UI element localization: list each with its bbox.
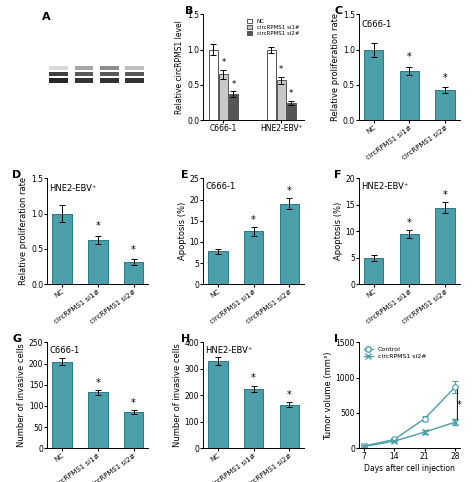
Bar	[400, 234, 419, 284]
Text: *: *	[287, 390, 292, 401]
Text: *: *	[443, 73, 448, 83]
Y-axis label: Number of invasive cells: Number of invasive cells	[17, 343, 26, 447]
Text: circRPMS1: circRPMS1	[78, 50, 118, 59]
Text: *: *	[221, 58, 226, 67]
Text: HNE2-EBV⁺: HNE2-EBV⁺	[49, 184, 97, 193]
Bar	[244, 389, 264, 448]
Bar	[209, 50, 218, 121]
Bar	[49, 79, 68, 83]
Bar	[125, 72, 144, 76]
Bar	[280, 204, 299, 284]
Text: *: *	[279, 65, 283, 74]
Text: D: D	[12, 170, 21, 180]
Bar	[219, 74, 228, 120]
Bar	[74, 66, 93, 70]
Text: *: *	[407, 53, 412, 63]
Text: *: *	[95, 221, 100, 231]
Bar	[364, 258, 383, 284]
Bar	[436, 90, 455, 120]
Bar	[124, 262, 144, 284]
Bar	[277, 80, 286, 120]
Text: *: *	[131, 399, 136, 408]
Text: HNE2-EBV⁺: HNE2-EBV⁺	[361, 182, 409, 191]
Bar	[125, 79, 144, 83]
Y-axis label: Relative proliferation rate: Relative proliferation rate	[331, 13, 340, 121]
Bar	[124, 412, 144, 448]
X-axis label: Days after cell injection: Days after cell injection	[364, 464, 455, 473]
Legend: NC, circRPMS1 si1#, circRPMS1 si2#: NC, circRPMS1 si1#, circRPMS1 si2#	[245, 17, 301, 38]
Text: HNE2-EBV⁺: HNE2-EBV⁺	[133, 80, 138, 110]
Text: NP69: NP69	[57, 96, 63, 110]
Bar	[100, 72, 118, 76]
Text: H: H	[181, 334, 191, 344]
Text: C666-1: C666-1	[49, 346, 80, 355]
Bar	[267, 50, 276, 121]
Bar	[287, 103, 296, 120]
Bar	[436, 208, 455, 284]
Bar	[74, 72, 93, 76]
Y-axis label: Apoptosis (%): Apoptosis (%)	[334, 202, 343, 260]
Text: *: *	[289, 89, 293, 98]
Text: I: I	[334, 334, 338, 344]
Text: B: B	[185, 6, 193, 16]
Text: G: G	[12, 334, 21, 344]
Bar	[125, 66, 144, 70]
Bar	[400, 71, 419, 120]
Text: *: *	[457, 400, 462, 410]
Bar	[52, 362, 72, 448]
Bar	[74, 79, 93, 83]
Y-axis label: Relative circRPMS1 level: Relative circRPMS1 level	[175, 20, 184, 114]
Bar	[100, 79, 118, 83]
Text: *: *	[251, 215, 256, 225]
Y-axis label: Tumor volume (mm³): Tumor volume (mm³)	[324, 351, 333, 440]
Bar	[49, 72, 68, 76]
Text: E: E	[181, 170, 189, 180]
Bar	[88, 392, 108, 448]
Text: *: *	[287, 186, 292, 196]
Text: C666-1: C666-1	[361, 20, 392, 29]
Bar	[100, 66, 118, 70]
Text: A: A	[42, 13, 51, 22]
Text: *: *	[231, 80, 236, 89]
Y-axis label: Number of invasive cells: Number of invasive cells	[173, 343, 182, 447]
Bar	[364, 50, 383, 121]
Legend: Control, circRPMS1 si2#: Control, circRPMS1 si2#	[362, 346, 428, 360]
Text: HNE2: HNE2	[108, 95, 113, 110]
Text: F: F	[334, 170, 342, 180]
Text: C: C	[334, 6, 342, 16]
Y-axis label: Relative proliferation rate: Relative proliferation rate	[19, 177, 28, 285]
Text: *: *	[95, 378, 100, 388]
Text: *: *	[251, 374, 256, 384]
Bar	[208, 251, 228, 284]
Bar	[52, 214, 72, 284]
Bar	[88, 240, 108, 284]
Bar	[49, 66, 68, 70]
Text: HNE2-EBV⁺: HNE2-EBV⁺	[205, 346, 253, 355]
Y-axis label: Apoptosis (%): Apoptosis (%)	[178, 202, 187, 260]
Text: *: *	[407, 218, 412, 228]
Text: C666-1: C666-1	[82, 91, 88, 110]
Text: C666-1: C666-1	[205, 182, 236, 191]
Bar	[229, 94, 238, 120]
Text: *: *	[443, 190, 448, 200]
Bar	[280, 404, 299, 448]
Bar	[208, 361, 228, 448]
Text: *: *	[131, 245, 136, 254]
Bar	[244, 231, 264, 284]
